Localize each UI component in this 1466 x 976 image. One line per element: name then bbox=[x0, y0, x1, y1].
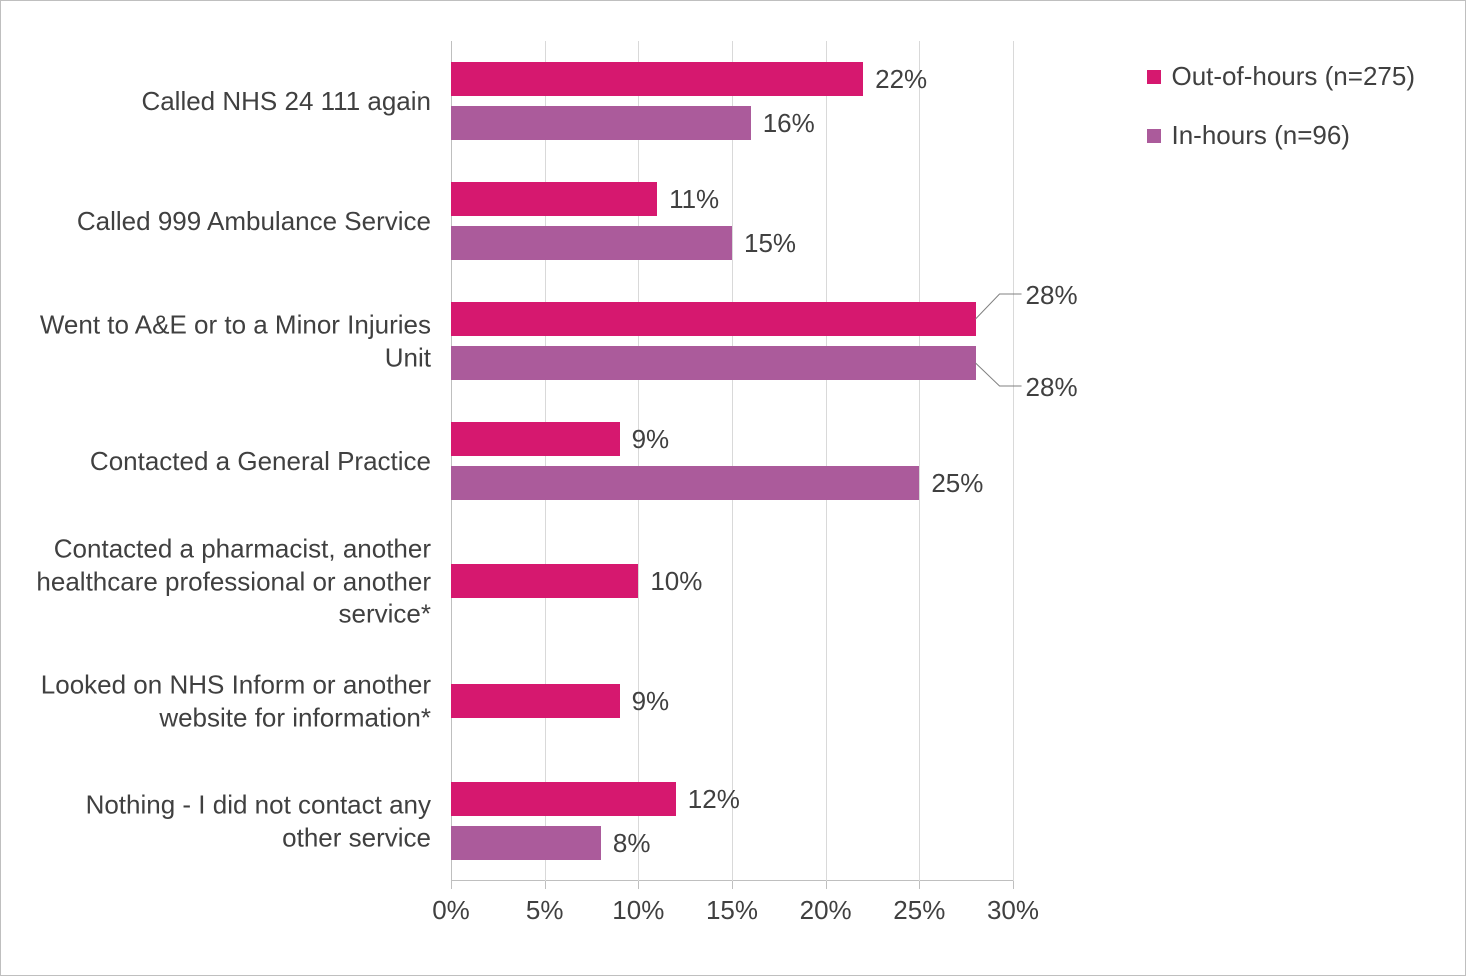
category-group: Went to A&E or to a Minor Injuries Unit2… bbox=[451, 281, 1013, 401]
category-group: Called NHS 24 111 again22%16% bbox=[451, 41, 1013, 161]
legend-swatch-out-of-hours bbox=[1147, 70, 1161, 84]
x-tick-label: 30% bbox=[987, 895, 1039, 926]
x-tickmark bbox=[638, 881, 639, 889]
bar-value-label: 28% bbox=[1026, 280, 1078, 311]
bar-value-label: 9% bbox=[632, 686, 670, 717]
legend-label-in-hours: In-hours (n=96) bbox=[1171, 120, 1349, 151]
bar-in_hours bbox=[451, 466, 919, 500]
bar-out_of_hours bbox=[451, 182, 657, 216]
x-tickmark bbox=[919, 881, 920, 889]
bar-out_of_hours bbox=[451, 422, 620, 456]
x-tick-label: 10% bbox=[612, 895, 664, 926]
bar-in_hours bbox=[451, 226, 732, 260]
category-label: Contacted a pharmacist, another healthca… bbox=[21, 532, 431, 630]
category-label: Called 999 Ambulance Service bbox=[21, 205, 431, 238]
bar-out_of_hours bbox=[451, 302, 976, 336]
category-group: Nothing - I did not contact any other se… bbox=[451, 761, 1013, 881]
gridline bbox=[1013, 41, 1014, 881]
category-group: Contacted a pharmacist, another healthca… bbox=[451, 521, 1013, 641]
category-label: Called NHS 24 111 again bbox=[21, 85, 431, 118]
legend-swatch-in-hours bbox=[1147, 129, 1161, 143]
bar-out_of_hours bbox=[451, 684, 620, 718]
x-tick-label: 0% bbox=[432, 895, 470, 926]
legend: Out-of-hours (n=275) In-hours (n=96) bbox=[1147, 61, 1415, 179]
bar-value-label: 8% bbox=[613, 828, 651, 859]
bar-value-label: 11% bbox=[669, 184, 719, 215]
x-tick-label: 25% bbox=[893, 895, 945, 926]
plot-area: 0%5%10%15%20%25%30%Called NHS 24 111 aga… bbox=[451, 41, 1013, 881]
bar-value-label: 10% bbox=[650, 566, 702, 597]
x-tick-label: 15% bbox=[706, 895, 758, 926]
chart-frame: 0% 5% 10% 15% 20% 25% 30% Called NHS 24 111 aga… bbox=[0, 0, 1466, 976]
bar-value-label: 22% bbox=[875, 64, 927, 95]
x-tickmark bbox=[732, 881, 733, 889]
category-label: Looked on NHS Inform or another website … bbox=[21, 669, 431, 734]
bar-in_hours bbox=[451, 106, 751, 140]
bar-value-label: 16% bbox=[763, 108, 815, 139]
category-label: Went to A&E or to a Minor Injuries Unit bbox=[21, 309, 431, 374]
legend-item-in-hours: In-hours (n=96) bbox=[1147, 120, 1415, 151]
category-group: Called 999 Ambulance Service11%15% bbox=[451, 161, 1013, 281]
leader-line bbox=[451, 281, 1031, 401]
x-tickmark bbox=[826, 881, 827, 889]
bar-value-label: 9% bbox=[632, 424, 670, 455]
legend-label-out-of-hours: Out-of-hours (n=275) bbox=[1171, 61, 1415, 92]
bar-in_hours bbox=[451, 346, 976, 380]
x-tickmark bbox=[545, 881, 546, 889]
bar-out_of_hours bbox=[451, 564, 638, 598]
x-tickmark bbox=[1013, 881, 1014, 889]
bar-value-label: 28% bbox=[1026, 372, 1078, 403]
legend-item-out-of-hours: Out-of-hours (n=275) bbox=[1147, 61, 1415, 92]
bar-in_hours bbox=[451, 826, 601, 860]
category-group: Contacted a General Practice9%25% bbox=[451, 401, 1013, 521]
bar-value-label: 25% bbox=[931, 468, 983, 499]
category-label: Contacted a General Practice bbox=[21, 445, 431, 478]
x-tick-label: 20% bbox=[800, 895, 852, 926]
leader-line bbox=[451, 281, 1031, 401]
bar-value-label: 12% bbox=[688, 784, 740, 815]
x-tickmark bbox=[451, 881, 452, 889]
bar-value-label: 15% bbox=[744, 228, 796, 259]
category-label: Nothing - I did not contact any other se… bbox=[21, 789, 431, 854]
bar-out_of_hours bbox=[451, 782, 676, 816]
x-tick-label: 5% bbox=[526, 895, 564, 926]
category-group: Looked on NHS Inform or another website … bbox=[451, 641, 1013, 761]
bar-out_of_hours bbox=[451, 62, 863, 96]
